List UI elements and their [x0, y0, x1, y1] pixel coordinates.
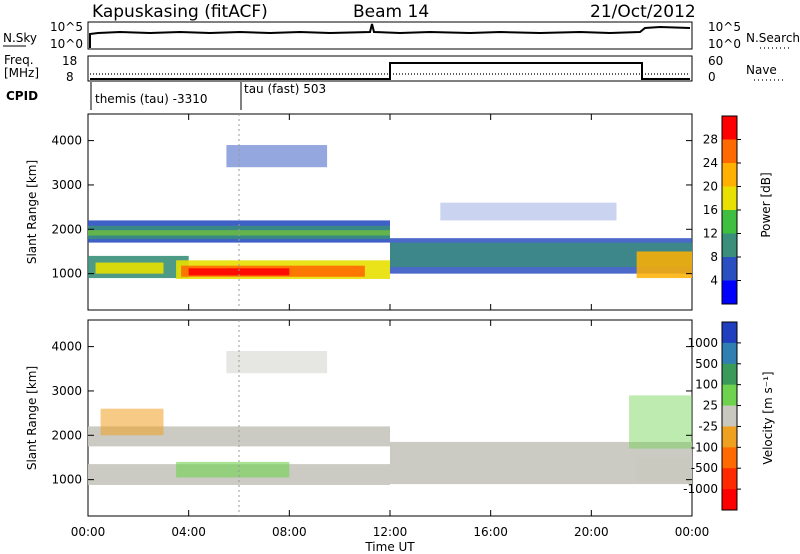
colorbar-tick-label: -100 — [691, 440, 718, 454]
colorbar-swatch — [722, 342, 737, 365]
station-title: Kapuskasing (fitACF) — [92, 2, 268, 22]
heatmap-cell — [88, 230, 390, 236]
noise-panel: N.Sky 10^5 10^0 10^5 10^0 N.Search — [3, 20, 800, 51]
x-tick-label: 04:00 — [171, 525, 206, 539]
velocity-colorbar: 1000 500 100 25 -25 -100 -500 -1000 — [683, 321, 741, 511]
colorbar-tick-label: -25 — [698, 419, 718, 433]
colorbar-tick-label: -1000 — [683, 482, 718, 496]
y-tick-label: 2000 — [51, 222, 82, 236]
velocity-colorbar-label: Velocity [m s⁻¹] — [761, 371, 775, 464]
noise-right-tick-top: 10^5 — [708, 20, 741, 34]
heatmap-cell — [188, 268, 290, 276]
freq-left-label-1: Freq. — [4, 53, 34, 67]
colorbar-tick-label: 20 — [703, 180, 718, 194]
colorbar-tick-label: 28 — [703, 133, 718, 147]
y-tick-label: 3000 — [51, 384, 82, 398]
power-colorbar: 28 24 20 16 12 8 4 — [703, 115, 741, 305]
colorbar-swatch — [722, 210, 737, 234]
colorbar-swatch — [722, 426, 737, 448]
colorbar-tick-label: 1000 — [687, 336, 718, 350]
freq-right-label: Nave — [746, 63, 777, 77]
cpid-panel: CPID themis (tau) -3310 tau (fast) 503 — [6, 82, 326, 110]
noise-trace — [89, 23, 691, 48]
colorbar-swatch — [722, 322, 737, 344]
y-tick-label: 1000 — [51, 267, 82, 281]
colorbar-swatch — [722, 468, 737, 490]
colorbar-swatch — [722, 280, 737, 305]
colorbar-swatch — [722, 116, 737, 140]
colorbar-swatch — [722, 233, 737, 258]
freq-left-label-2: [MHz] — [4, 66, 39, 80]
y-tick-label: 3000 — [51, 178, 82, 192]
heatmap-cell — [226, 351, 328, 374]
heatmap-cell — [176, 461, 290, 478]
x-tick-label: 12:00 — [373, 525, 408, 539]
noise-right-label: N.Search — [746, 31, 800, 45]
cpid-label: CPID — [6, 89, 38, 103]
cpid-mode-1: themis (tau) -3310 — [95, 92, 208, 106]
date-title: 21/Oct/2012 — [590, 2, 696, 22]
power-colorbar-label: Power [dB] — [759, 172, 773, 237]
velocity-panel: 1000 2000 3000 4000 Slant Range [km] 1000 50… — [25, 319, 775, 517]
x-tick-label: 00:00 — [71, 525, 106, 539]
noise-left-label: N.Sky — [3, 31, 37, 45]
freq-right-tick-top: 60 — [708, 54, 723, 68]
colorbar-tick-label: 25 — [703, 399, 718, 413]
colorbar-swatch — [722, 384, 737, 407]
time-axis-label: Time UT — [364, 540, 415, 554]
freq-left-tick-top: 18 — [62, 54, 77, 68]
y-tick-label: 2000 — [51, 428, 82, 442]
colorbar-swatch — [722, 363, 737, 386]
heatmap-cell — [636, 251, 692, 279]
colorbar-tick-label: 24 — [703, 156, 718, 170]
x-tick-label: 16:00 — [473, 525, 508, 539]
heatmap-cell — [95, 262, 164, 274]
freq-left-tick-bottom: 8 — [66, 70, 74, 84]
heatmap-cell — [440, 202, 617, 221]
power-ylabel: Slant Range [km] — [25, 160, 39, 264]
time-axis: 00:00 04:00 08:00 12:00 16:00 20:00 00:00 — [71, 114, 710, 539]
beam-title: Beam 14 — [353, 2, 429, 22]
x-tick-label: 20:00 — [574, 525, 609, 539]
y-tick-label: 1000 — [51, 473, 82, 487]
colorbar-swatch — [722, 139, 737, 164]
colorbar-tick-label: 500 — [695, 357, 718, 371]
heatmap-cell — [226, 145, 328, 168]
colorbar-tick-label: 8 — [710, 250, 718, 264]
colorbar-swatch — [722, 186, 737, 211]
colorbar-swatch — [722, 163, 737, 187]
velocity-ylabel: Slant Range [km] — [25, 366, 39, 470]
colorbar-swatch — [722, 405, 737, 427]
colorbar-tick-label: 16 — [703, 203, 718, 217]
noise-left-tick-top: 10^5 — [50, 20, 83, 34]
heatmap-cell — [636, 457, 692, 482]
power-heatmap — [88, 114, 692, 310]
colorbar-tick-label: 4 — [710, 274, 718, 288]
noise-left-tick-bottom: 10^0 — [50, 37, 83, 51]
nave-trace — [90, 62, 690, 80]
x-tick-label: 08:00 — [272, 525, 307, 539]
colorbar-swatch — [722, 257, 737, 281]
velocity-heatmap — [88, 320, 692, 516]
freq-right-tick-bottom: 0 — [708, 70, 716, 84]
cpid-mode-2: tau (fast) 503 — [244, 82, 326, 96]
colorbar-tick-label: -500 — [691, 461, 718, 475]
power-panel: 1000 2000 3000 4000 Slant Range [km] 28 24 20… — [25, 113, 773, 311]
y-tick-label: 4000 — [51, 340, 82, 354]
colorbar-swatch — [722, 447, 737, 469]
x-tick-label: 00:00 — [675, 525, 710, 539]
colorbar-tick-label: 12 — [703, 227, 718, 241]
heatmap-cell — [629, 395, 692, 449]
freq-panel: Freq. [MHz] 18 8 60 0 Nave — [4, 53, 784, 84]
colorbar-swatch — [722, 489, 737, 511]
y-tick-label: 4000 — [51, 134, 82, 148]
noise-right-tick-bottom: 10^0 — [708, 37, 741, 51]
heatmap-cell — [100, 408, 164, 436]
colorbar-tick-label: 100 — [695, 378, 718, 392]
